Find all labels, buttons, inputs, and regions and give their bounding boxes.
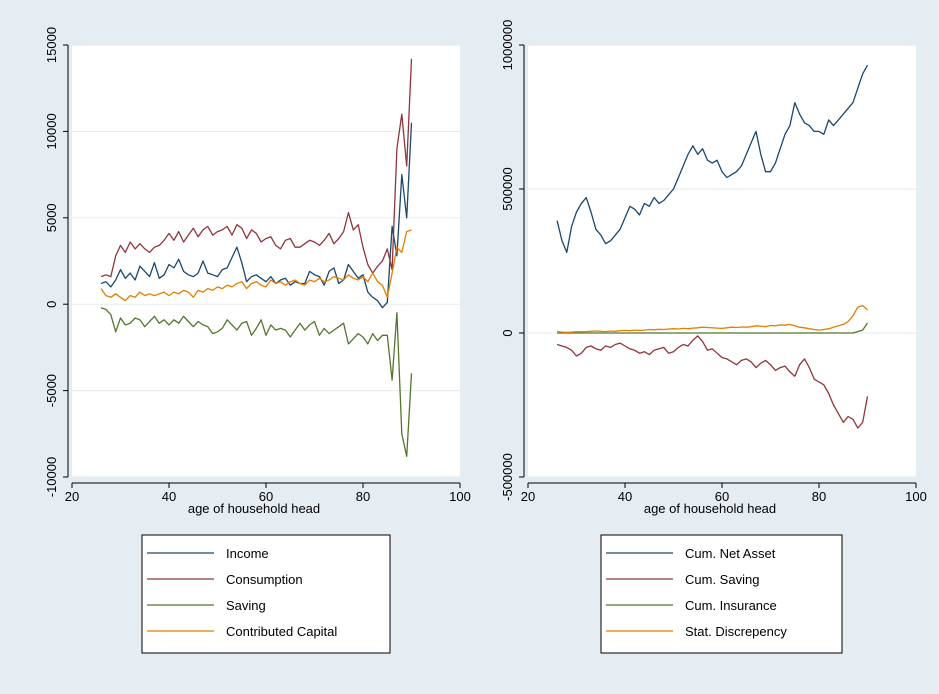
y-tick-label: 10000 <box>44 113 59 149</box>
legend: Cum. Net Asset Cum. Saving Cum. Insurance S… <box>600 534 843 654</box>
y-tick-label: -500000 <box>500 453 515 501</box>
y-tick-label: 15000 <box>44 27 59 63</box>
series-line-saving <box>100 307 413 457</box>
legend-label: Income <box>226 546 269 561</box>
y-tick-label: 500000 <box>500 167 515 210</box>
chart-panel-left: -10000 -5000 0 5000 10000 15000 20 40 60 80 100 age… <box>44 27 471 654</box>
series-line-contributed-capital <box>100 229 412 302</box>
x-tick-label: 20 <box>521 489 535 504</box>
x-tick-label: 60 <box>715 489 729 504</box>
x-tick-label: 100 <box>449 489 471 504</box>
y-tick-label: 5000 <box>44 203 59 232</box>
legend-label: Stat. Discrepency <box>685 624 787 639</box>
y-tick-label: -5000 <box>44 374 59 407</box>
y-tick-label: -10000 <box>44 457 59 497</box>
series-line-cum-insurance <box>557 322 869 334</box>
x-tick-label: 40 <box>162 489 176 504</box>
x-axis-title: age of household head <box>644 501 776 516</box>
legend: Income Consumption Saving Contributed Capit… <box>141 534 391 654</box>
x-tick-label: 80 <box>356 489 370 504</box>
x-tick-label: 80 <box>812 489 826 504</box>
legend-label: Contributed Capital <box>226 624 337 639</box>
x-tick-label: 20 <box>65 489 79 504</box>
y-tick-label: 0 <box>500 329 515 336</box>
legend-label: Saving <box>226 598 266 613</box>
plot-area <box>72 45 460 477</box>
legend-label: Consumption <box>226 572 303 587</box>
legend-box <box>141 534 391 654</box>
series-line-income <box>100 122 413 309</box>
legend-label: Cum. Net Asset <box>685 546 776 561</box>
x-axis-title: age of household head <box>188 501 320 516</box>
x-tick-label: 100 <box>905 489 927 504</box>
x-tick-label: 60 <box>259 489 273 504</box>
series-line-consumption <box>100 58 413 278</box>
series-line-stat-discrepency <box>557 304 868 334</box>
y-tick-label: 0 <box>44 301 59 308</box>
plot-area <box>528 45 916 477</box>
chart-panel-right: -500000 0 500000 1000000 20 40 60 80 100 age of h… <box>500 20 927 654</box>
legend-label: Cum. Saving <box>685 572 759 587</box>
legend-box <box>600 534 843 654</box>
series-line-cum-saving <box>556 335 869 429</box>
x-tick-label: 40 <box>618 489 632 504</box>
y-tick-label: 1000000 <box>500 20 515 71</box>
series-line-cum-net-asset <box>556 64 869 254</box>
legend-label: Cum. Insurance <box>685 598 777 613</box>
